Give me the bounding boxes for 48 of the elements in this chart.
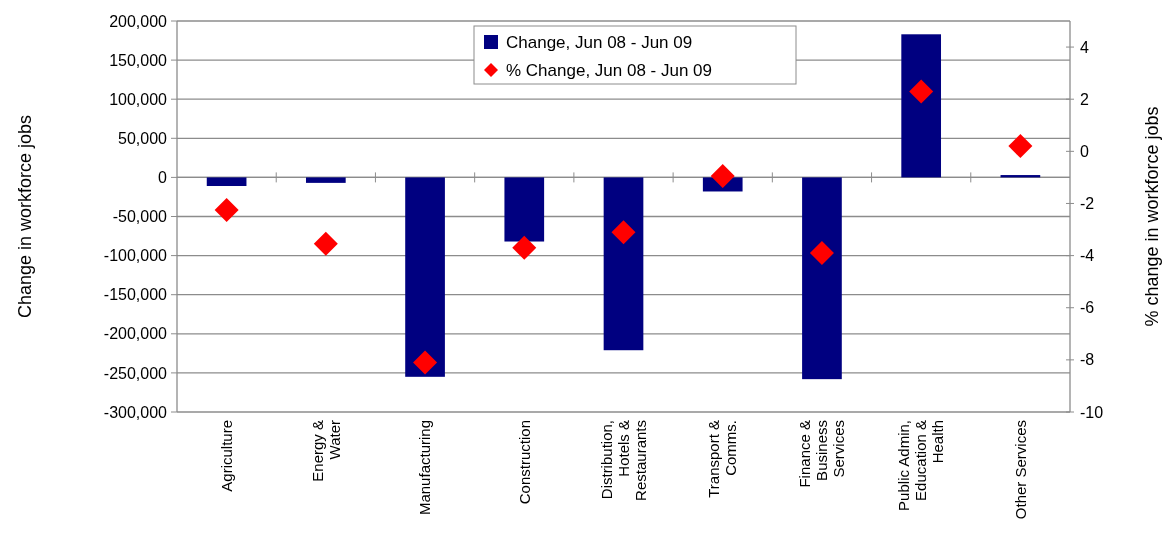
y-tick-label: 50,000	[118, 129, 168, 147]
x-tick-label: Distribution, Hotels & Restaurants	[597, 420, 649, 501]
y2-tick-label: -4	[1080, 247, 1095, 265]
legend-label: Change, Jun 08 - Jun 09	[506, 32, 693, 52]
point	[909, 79, 934, 104]
y-tick-label: -250,000	[103, 364, 168, 382]
bar	[504, 177, 545, 242]
point	[413, 350, 438, 375]
point	[1008, 134, 1033, 159]
point	[214, 197, 239, 222]
x-tick-label: Public Admin, Education & Health	[895, 420, 947, 511]
x-tick-label: Other Services	[1011, 420, 1029, 520]
y2-tick-label: -2	[1080, 195, 1095, 213]
x-tick-label: Energy & Water	[308, 420, 343, 482]
x-tick-label: Construction	[515, 420, 533, 505]
y2-tick-label: -8	[1080, 351, 1095, 369]
legend-label: % Change, Jun 08 - Jun 09	[506, 60, 713, 80]
y-tick-label: 200,000	[109, 12, 168, 30]
x-tick-label: Agriculture	[217, 420, 235, 492]
bar	[206, 177, 247, 186]
bar	[305, 177, 346, 183]
bar	[405, 177, 445, 377]
y2-tick-label: 2	[1080, 90, 1089, 108]
y-tick-label: -150,000	[103, 286, 168, 304]
y-tick-label: -50,000	[112, 208, 168, 226]
point	[710, 164, 735, 189]
bar	[802, 177, 842, 380]
bar	[901, 34, 942, 178]
y-tick-label: -300,000	[103, 403, 168, 421]
y-tick-label: 0	[158, 169, 168, 186]
y-tick-label: -100,000	[103, 247, 168, 265]
y-tick-label: -200,000	[103, 325, 168, 343]
y2-tick-label: -10	[1080, 403, 1104, 421]
point	[512, 235, 537, 260]
point	[313, 231, 338, 256]
point	[611, 220, 636, 245]
x-tick-label: Finance & Business Services	[796, 420, 848, 488]
y-tick-label: 150,000	[109, 51, 168, 69]
y2-tick-label: 0	[1080, 142, 1089, 160]
y-axis-title: Change in workforce jobs	[15, 114, 36, 319]
point	[809, 240, 834, 265]
x-tick-label: Manufacturing	[416, 420, 434, 516]
y2-axis-title: % change in workforce jobs	[1142, 106, 1163, 327]
y-tick-label: 100,000	[109, 90, 168, 108]
y2-tick-label: -6	[1080, 299, 1095, 317]
bar	[603, 177, 644, 351]
x-tick-label: Transport & Comms.	[705, 420, 740, 498]
y2-tick-label: 4	[1080, 38, 1089, 56]
